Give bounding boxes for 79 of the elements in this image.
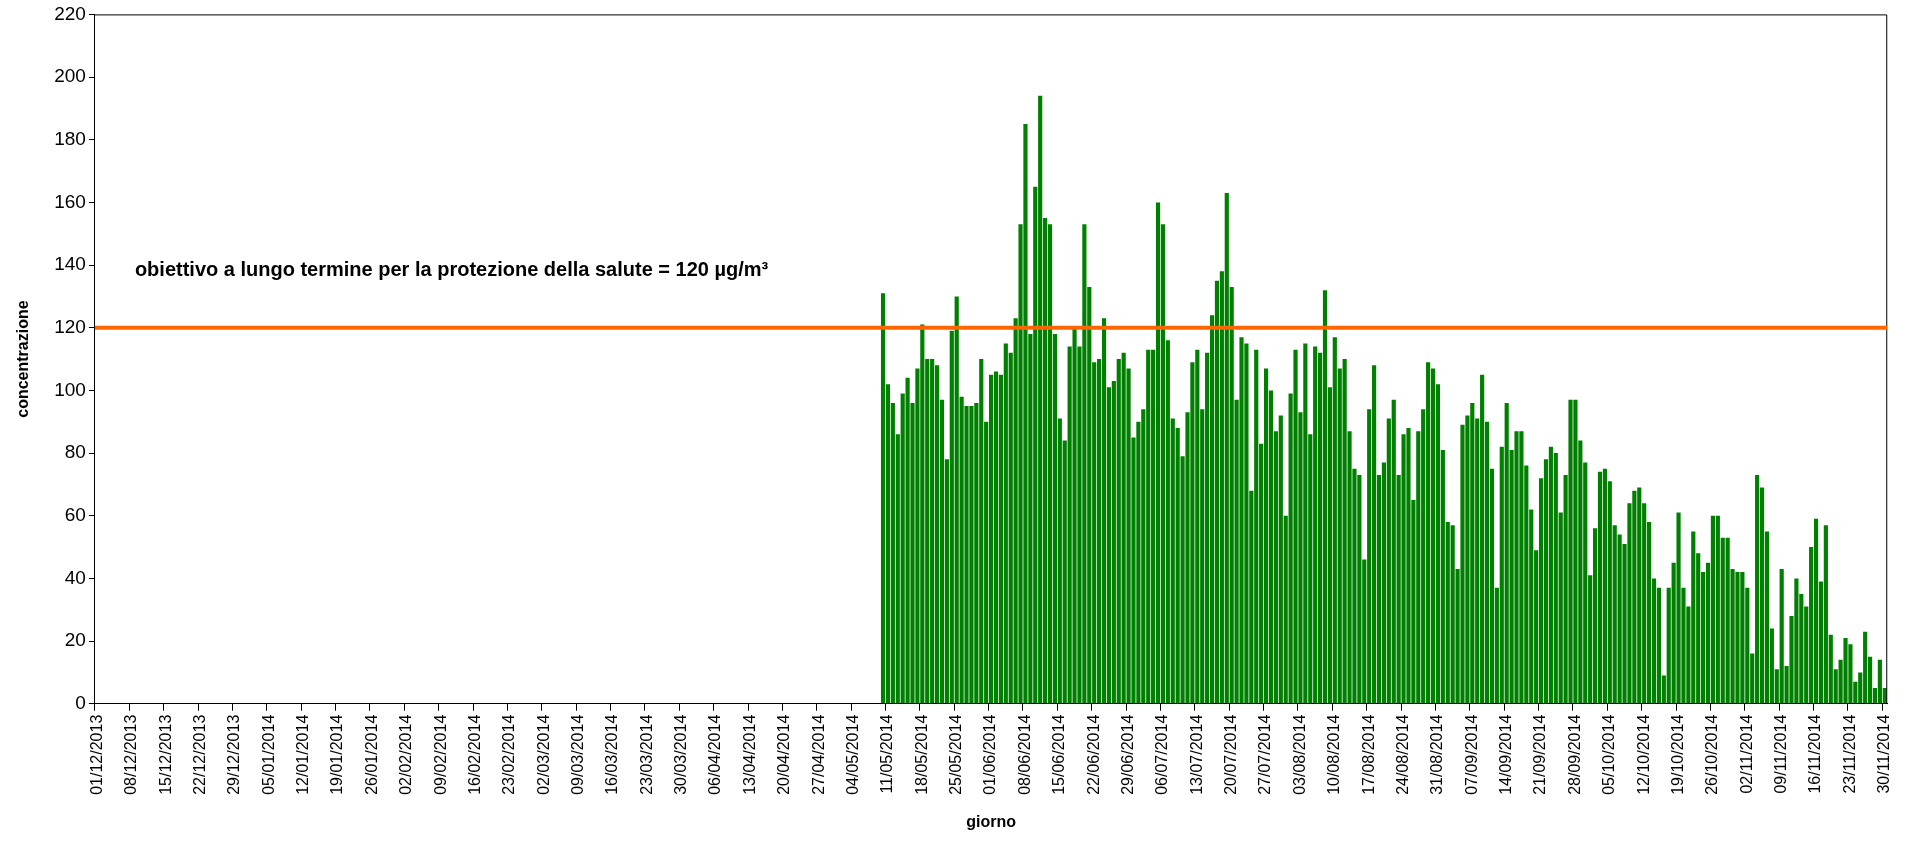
x-tick-label: 17/08/2014 [1359,714,1377,795]
x-tick-label: 29/06/2014 [1118,714,1136,795]
x-tick-label: 12/01/2014 [294,714,312,795]
x-tick-label: 09/02/2014 [431,714,449,795]
x-tick-label: 02/02/2014 [397,714,415,795]
y-tick-label: 60 [64,503,86,525]
x-tick-label: 15/12/2013 [156,714,174,795]
y-tick-label: 20 [64,629,86,651]
x-tick-label: 23/11/2014 [1840,714,1858,794]
y-tick-label: 200 [54,65,86,87]
x-tick-label: 15/06/2014 [1050,714,1068,795]
bar [1597,471,1603,704]
x-tick-label: 22/12/2013 [190,714,208,795]
x-tick-label: 27/07/2014 [1256,714,1274,795]
x-tick-label: 18/05/2014 [912,714,930,795]
x-tick-label: 07/09/2014 [1462,714,1480,795]
bar [1263,368,1269,704]
bar [1155,202,1161,704]
x-tick-label: 19/10/2014 [1668,714,1686,795]
y-tick-label: 100 [54,378,86,400]
x-tick-label: 19/01/2014 [328,714,346,795]
x-axis-title: giorno [966,812,1017,830]
x-tick-label: 16/02/2014 [465,714,483,795]
y-tick-label: 180 [54,127,86,149]
x-tick-label: 05/10/2014 [1600,714,1618,795]
x-tick-label: 10/08/2014 [1325,714,1343,795]
x-tick-label: 30/03/2014 [672,714,690,795]
x-tick-label: 23/02/2014 [500,714,518,795]
x-tick-label: 28/09/2014 [1565,714,1583,795]
x-tick-label: 30/11/2014 [1875,714,1893,794]
x-tick-label: 01/06/2014 [981,714,999,795]
x-tick-label: 16/11/2014 [1806,714,1824,794]
x-tick-label: 01/12/2013 [87,714,105,795]
x-tick-label: 13/04/2014 [740,714,758,795]
x-tick-label: 22/06/2014 [1084,714,1102,795]
x-tick-label: 02/11/2014 [1737,714,1755,794]
y-tick-label: 80 [64,441,86,463]
bar [988,374,994,704]
x-tick-label: 08/06/2014 [1015,714,1033,795]
y-tick-label: 140 [54,253,86,275]
y-tick-label: 220 [54,2,86,24]
y-tick-label: 120 [54,315,86,337]
x-tick-label: 27/04/2014 [809,714,827,795]
x-tick-label: 13/07/2014 [1187,714,1205,795]
y-tick-label: 160 [54,190,86,212]
y-tick-label: 0 [75,691,86,713]
x-tick-label: 09/11/2014 [1772,714,1790,794]
y-axis-title: concentrazione [14,300,32,418]
x-tick-label: 23/03/2014 [637,714,655,795]
x-tick-label: 14/09/2014 [1497,714,1515,795]
x-tick-label: 29/12/2013 [225,714,243,795]
x-tick-label: 12/10/2014 [1634,714,1652,795]
x-tick-label: 16/03/2014 [603,714,621,795]
x-tick-label: 26/01/2014 [362,714,380,795]
x-tick-label: 05/01/2014 [259,714,277,795]
x-tick-label: 06/07/2014 [1153,714,1171,795]
bar [1322,290,1328,704]
x-tick-label: 03/08/2014 [1290,714,1308,795]
bar [880,293,886,704]
bar [1101,318,1107,704]
x-tick-label: 24/08/2014 [1393,714,1411,795]
bar [1710,515,1716,704]
x-tick-label: 26/10/2014 [1703,714,1721,795]
x-tick-label: 21/09/2014 [1531,714,1549,795]
x-tick-label: 02/03/2014 [534,714,552,795]
x-tick-label: 20/07/2014 [1222,714,1240,795]
x-tick-label: 09/03/2014 [569,714,586,795]
x-tick-label: 04/05/2014 [843,714,861,795]
x-tick-label: 08/12/2013 [122,714,140,795]
x-tick-label: 11/05/2014 [878,714,896,794]
x-tick-label: 31/08/2014 [1428,714,1446,795]
bar [993,371,999,704]
x-tick-label: 25/05/2014 [947,714,965,795]
x-tick-label: 20/04/2014 [775,714,793,795]
bar [1813,518,1819,704]
ref-line-label: obiettivo a lungo termine per la protezione della salute = 120 µg/m³ [134,257,769,280]
x-tick-label: 06/04/2014 [706,714,724,795]
y-tick-label: 40 [64,566,86,588]
bar [1877,659,1882,704]
